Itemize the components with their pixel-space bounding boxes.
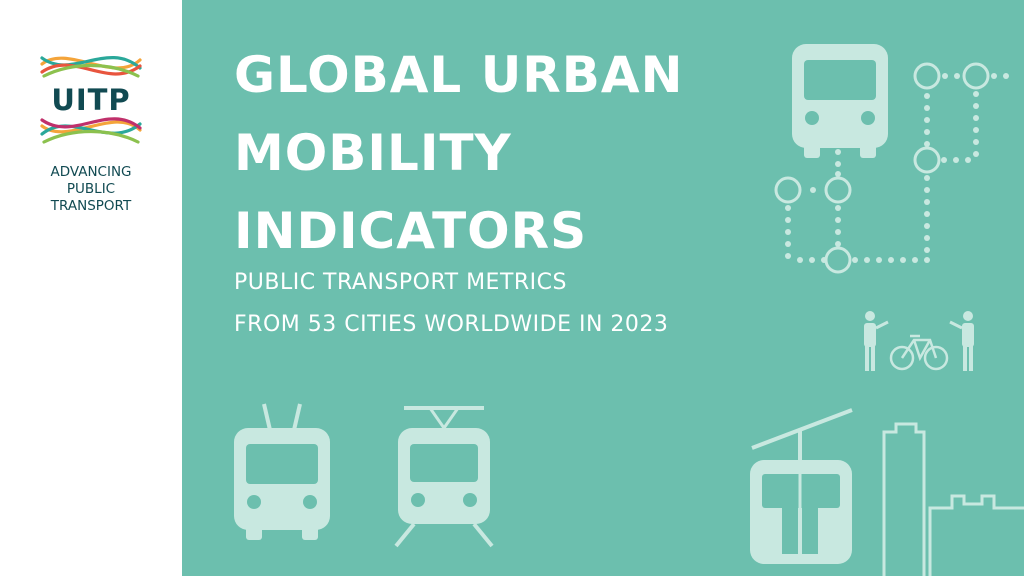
city-buildings-icon [882,422,1024,576]
pedestrians-bicycle-icon [864,311,974,371]
bus-icon [792,44,888,158]
page-subtitle: PUBLIC TRANSPORT METRICS FROM 53 CITIES … [234,262,794,346]
speed-lines-icon [575,353,835,519]
tagline-line: PUBLIC [66,181,116,197]
cable-car-icon [750,408,853,564]
tagline-line: ADVANCING [50,164,132,180]
title-line: INDICATORS [234,202,588,260]
tram-icon [394,406,494,548]
title-line: GLOBAL URBAN [234,46,684,104]
cover-panel: GLOBAL URBAN MOBILITY INDICATORS PUBLIC … [182,0,1024,576]
tagline-line: TRANSPORT [50,198,132,214]
page-title: GLOBAL URBAN MOBILITY INDICATORS [234,36,794,270]
subtitle-line: PUBLIC TRANSPORT METRICS [234,270,567,295]
trolleybus-icon [234,403,330,540]
uitp-ribbon-logo-icon [40,56,142,144]
network-map-icon [774,62,1009,274]
logo-panel: UITP ADVANCING PUBLIC TRANSPORT [0,0,182,576]
title-line: MOBILITY [234,124,512,182]
uitp-wordmark: UITP [51,83,131,117]
subtitle-line: FROM 53 CITIES WORLDWIDE IN 2023 [234,312,669,337]
illustration-layer [234,44,1024,576]
logo-tagline: ADVANCING PUBLIC TRANSPORT [0,164,182,215]
